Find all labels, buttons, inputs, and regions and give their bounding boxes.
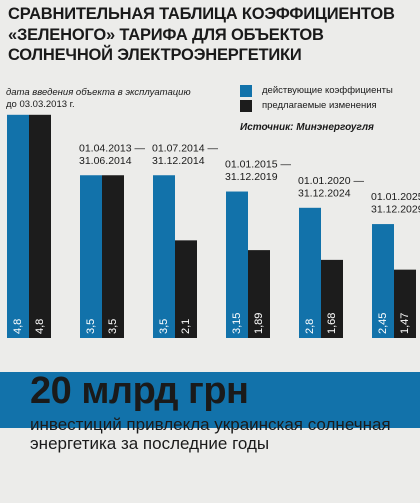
bar-value-label-proposed-1: 3,5 [107,319,119,334]
bar-value-label-proposed-3: 1,89 [253,313,265,334]
bar-current-5 [372,224,394,338]
period-label-2-line-2: 31.12.2014 [152,155,205,167]
source-note: Источник: Минэнергоугля [240,122,374,133]
bar-proposed-4 [321,259,343,338]
bar-chart: 4,8 3,5 3,5 3,15 2,8 2,45 4,8 3,5 2,1 1,89 1,68 1,4… [7,114,420,338]
legend-label-current: действующие коэффициенты [262,85,393,96]
period-label-3-line-1: 01.01.2015 — [225,159,291,171]
legend-label-proposed: предлагаемые изменения [262,100,377,111]
chart-title: СРАВНИТЕЛЬНАЯ ТАБЛИЦА КОЭФФИЦИЕНТОВ «ЗЕЛ… [8,4,408,66]
bar-value-label-current-2: 3,5 [158,319,170,334]
stat-headline: 20 млрд грн [30,370,249,412]
period-label-5-line-2: 31.12.2029 [371,204,420,216]
legend-item-current: действующие коэффициенты [240,83,418,98]
stat-band [0,372,420,428]
title-line-3: СОЛНЕЧНОЙ ЭЛЕКТРОЭНЕРГЕТИКИ [8,46,302,64]
legend-item-proposed: предлагаемые изменения [240,98,418,113]
bar-value-label-current-0: 4,8 [12,319,24,334]
bar-value-label-proposed-2: 2,1 [180,319,192,334]
chart-legend: действующие коэффициенты предлагаемые из… [240,83,418,113]
bar-value-label-proposed-4: 1,68 [326,313,338,334]
period-label-2-line-1: 01.07.2014 — [152,142,218,154]
bar-value-label-current-1: 3,5 [85,319,97,334]
bar-current-3 [226,191,248,338]
bar-current-2 [153,175,175,338]
bar-current-4 [299,207,321,338]
first-period-note-line-1: дата введения объекта в эксплуатацию [6,87,191,98]
period-label-5-line-1: 01.01.2025 — [371,191,420,203]
bar-value-label-proposed-0: 4,8 [34,319,46,334]
period-label-4-line-2: 31.12.2024 [298,187,351,199]
period-label-4-line-1: 01.01.2020 — [298,175,364,187]
legend-swatch-proposed [240,99,252,112]
bar-proposed-5 [394,269,416,338]
bar-proposed-3 [248,250,270,338]
title-line-2: «ЗЕЛЕНОГО» ТАРИФА ДЛЯ ОБЪЕКТОВ [8,25,324,44]
bar-current-0 [7,114,29,338]
bar-proposed-1 [102,175,124,338]
period-label-1-line-1: 01.04.2013 — [79,142,145,154]
period-label-1-line-2: 31.06.2014 [79,155,132,167]
bar-value-label-current-5: 2,45 [377,313,389,334]
bar-proposed-0 [29,114,51,338]
legend-swatch-current [240,84,252,97]
bar-value-label-current-3: 3,15 [231,313,243,334]
first-period-note: дата введения объекта в эксплуатацию до … [6,87,206,110]
stat-description: инвестиций привлекла украинская солнечна… [30,415,391,453]
period-label-3-line-2: 31.12.2019 [225,171,278,183]
bar-current-1 [80,175,102,338]
stat-block: 20 млрд грн инвестиций привлекла украинс… [0,368,420,503]
first-period-note-line-2: до 03.03.2013 г. [6,98,75,110]
bar-value-label-proposed-5: 1,47 [399,313,411,334]
bar-value-label-current-4: 2,8 [304,319,316,334]
bar-proposed-2 [175,240,197,338]
title-line-1: СРАВНИТЕЛЬНАЯ ТАБЛИЦА КОЭФФИЦИЕНТОВ [8,5,395,23]
